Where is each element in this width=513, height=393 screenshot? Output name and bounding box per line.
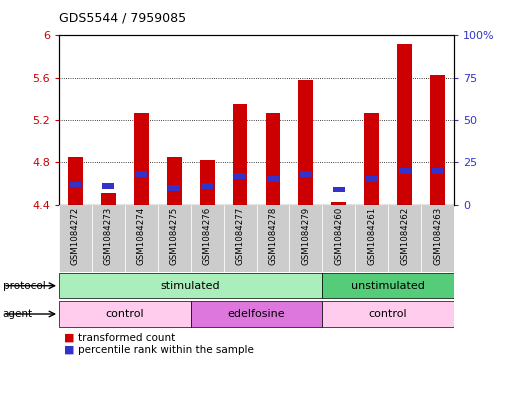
Text: GSM1084279: GSM1084279	[301, 207, 310, 265]
Text: GSM1084262: GSM1084262	[400, 207, 409, 265]
Text: GSM1084276: GSM1084276	[203, 207, 212, 265]
Text: GSM1084261: GSM1084261	[367, 207, 376, 265]
Text: GSM1084277: GSM1084277	[235, 207, 245, 265]
Bar	[134, 113, 149, 205]
Text: agent: agent	[3, 309, 33, 319]
Bar	[224, 205, 256, 272]
Bar	[322, 273, 454, 298]
Bar	[59, 273, 322, 298]
Bar	[125, 205, 158, 272]
Bar	[68, 157, 83, 205]
Text: control: control	[106, 309, 144, 319]
Bar	[191, 205, 224, 272]
Text: GSM1084275: GSM1084275	[170, 207, 179, 265]
Bar	[59, 205, 92, 272]
Bar	[168, 185, 180, 191]
Bar	[92, 205, 125, 272]
Bar	[333, 187, 345, 193]
Bar	[70, 182, 82, 187]
Bar	[200, 160, 214, 205]
Text: control: control	[369, 309, 407, 319]
Bar	[355, 205, 388, 272]
Text: GSM1084273: GSM1084273	[104, 207, 113, 265]
Text: ■: ■	[64, 333, 74, 343]
Text: GSM1084263: GSM1084263	[433, 207, 442, 265]
Bar	[397, 44, 412, 205]
Text: transformed count: transformed count	[78, 333, 176, 343]
Bar	[266, 113, 281, 205]
Bar	[234, 173, 246, 179]
Bar	[256, 205, 289, 272]
Bar	[135, 171, 147, 177]
Bar	[366, 176, 378, 182]
Text: stimulated: stimulated	[161, 281, 221, 291]
Text: GSM1084278: GSM1084278	[268, 207, 278, 265]
Text: GSM1084274: GSM1084274	[137, 207, 146, 265]
Bar	[430, 75, 445, 205]
Bar	[267, 176, 279, 182]
Text: unstimulated: unstimulated	[351, 281, 425, 291]
Bar	[59, 301, 191, 327]
Bar	[299, 80, 313, 205]
Bar	[167, 157, 182, 205]
Bar	[101, 193, 116, 205]
Text: ■: ■	[64, 345, 74, 355]
Bar	[289, 205, 322, 272]
Text: edelfosine: edelfosine	[228, 309, 285, 319]
Text: percentile rank within the sample: percentile rank within the sample	[78, 345, 254, 355]
Text: protocol: protocol	[3, 281, 45, 291]
Bar	[300, 171, 312, 177]
Bar	[399, 168, 410, 174]
Bar	[331, 202, 346, 205]
Bar	[388, 205, 421, 272]
Bar	[322, 205, 355, 272]
Bar	[103, 183, 114, 189]
Bar	[232, 104, 247, 205]
Text: GSM1084272: GSM1084272	[71, 207, 80, 265]
Text: GDS5544 / 7959085: GDS5544 / 7959085	[59, 12, 186, 25]
Bar	[431, 168, 443, 174]
Text: GSM1084260: GSM1084260	[334, 207, 343, 265]
Bar	[364, 113, 379, 205]
Bar	[322, 301, 454, 327]
Bar	[191, 301, 322, 327]
Bar	[201, 183, 213, 189]
Bar	[158, 205, 191, 272]
Bar	[421, 205, 454, 272]
